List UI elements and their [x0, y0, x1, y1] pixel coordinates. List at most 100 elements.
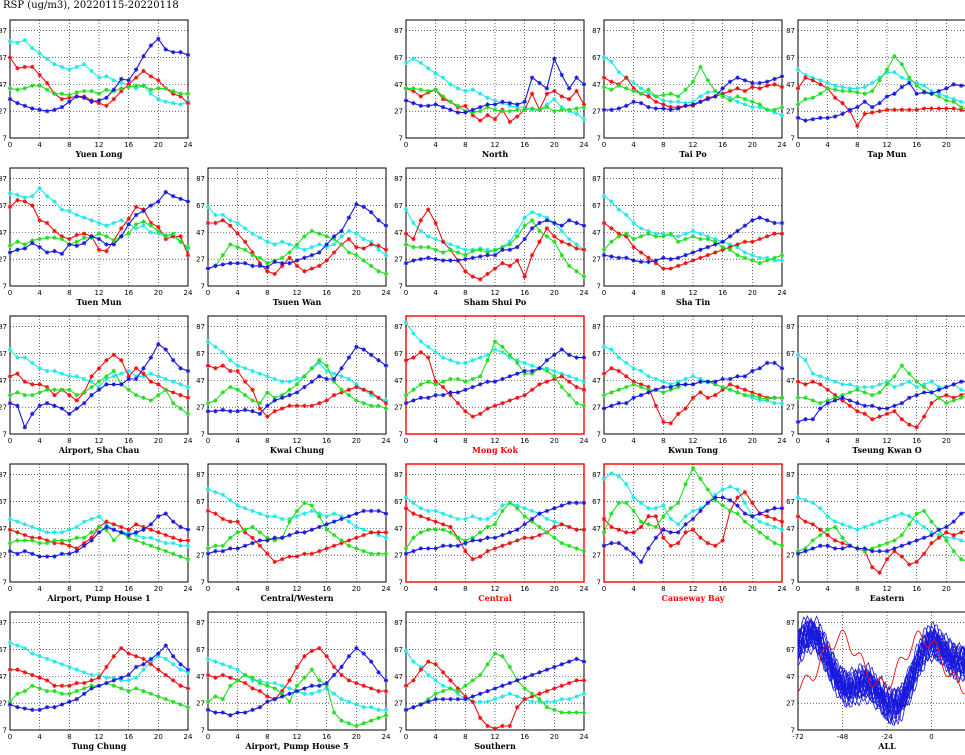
- data-point: [675, 106, 681, 111]
- data-point: [213, 212, 218, 218]
- data-point: [178, 91, 183, 96]
- data-point: [242, 506, 248, 511]
- data-point: [653, 99, 659, 104]
- y-tick-label: 47: [0, 377, 7, 385]
- data-point: [44, 540, 50, 546]
- data-point: [133, 67, 139, 72]
- data-point: [15, 667, 20, 672]
- data-point: [616, 400, 622, 406]
- data-point: [141, 688, 146, 694]
- data-point: [936, 106, 942, 111]
- data-point: [228, 409, 233, 414]
- y-tick-label: 47: [196, 229, 205, 237]
- data-point: [119, 675, 124, 680]
- data-point: [426, 508, 431, 514]
- data-point: [899, 417, 905, 422]
- data-point: [156, 96, 161, 102]
- data-point: [67, 208, 72, 214]
- data-point: [537, 670, 542, 675]
- data-point: [559, 683, 564, 688]
- y-tick-label: 87: [196, 323, 205, 331]
- data-point: [485, 113, 490, 118]
- data-point: [30, 45, 35, 51]
- data-point: [566, 379, 572, 384]
- data-point: [757, 236, 762, 242]
- data-point: [653, 261, 659, 266]
- data-point: [403, 683, 409, 688]
- data-point: [111, 87, 117, 92]
- data-point: [690, 234, 696, 239]
- data-point: [757, 255, 762, 261]
- data-point: [500, 508, 505, 514]
- y-tick-label: 27: [592, 256, 601, 264]
- data-point: [126, 535, 131, 540]
- data-point: [279, 406, 285, 411]
- data-point: [869, 546, 875, 551]
- data-point: [418, 103, 424, 109]
- data-point: [403, 60, 409, 66]
- data-point: [559, 540, 564, 546]
- data-point: [698, 255, 703, 261]
- data-point: [544, 91, 550, 96]
- data-point: [242, 672, 248, 678]
- data-point: [22, 688, 28, 694]
- data-point: [713, 392, 718, 398]
- data-point: [601, 193, 607, 199]
- data-point: [742, 387, 748, 392]
- data-point: [148, 230, 154, 235]
- data-point: [213, 263, 218, 269]
- data-point: [426, 395, 431, 400]
- data-point: [37, 554, 42, 559]
- data-point: [624, 103, 629, 109]
- data-point: [559, 522, 564, 527]
- data-point: [294, 258, 300, 263]
- x-tick-label: 16: [520, 437, 529, 445]
- data-point: [735, 75, 740, 80]
- data-point: [757, 392, 762, 398]
- data-point: [279, 255, 285, 261]
- data-point: [515, 234, 520, 239]
- data-point: [426, 379, 431, 384]
- data-point: [574, 678, 579, 683]
- data-point: [433, 527, 438, 532]
- data-point: [339, 374, 344, 379]
- data-point: [899, 400, 905, 406]
- data-point: [133, 222, 139, 227]
- data-point: [220, 548, 226, 554]
- data-point: [653, 258, 659, 263]
- data-point: [7, 702, 13, 707]
- data-point: [507, 374, 513, 379]
- data-point: [958, 387, 964, 392]
- data-point: [818, 91, 823, 96]
- data-point: [133, 522, 139, 527]
- data-point: [433, 519, 438, 524]
- data-point: [742, 255, 748, 261]
- data-point: [30, 411, 35, 417]
- data-point: [455, 244, 461, 250]
- data-point: [426, 516, 431, 522]
- data-point: [376, 670, 381, 675]
- data-point: [818, 527, 823, 532]
- data-point: [426, 207, 431, 212]
- data-point: [638, 250, 644, 255]
- panel-frame: [603, 167, 783, 287]
- data-point: [361, 258, 366, 263]
- data-point: [690, 258, 696, 263]
- data-point: [44, 220, 50, 226]
- data-point: [104, 675, 109, 680]
- data-point: [713, 492, 718, 498]
- panel-title: Causeway Bay: [661, 593, 724, 603]
- data-point: [537, 532, 542, 538]
- data-point: [609, 524, 614, 530]
- data-point: [566, 236, 572, 242]
- data-point: [59, 96, 65, 102]
- data-point: [111, 368, 117, 374]
- data-point: [205, 400, 211, 406]
- data-point: [485, 247, 490, 252]
- data-point: [624, 75, 629, 80]
- data-point: [37, 675, 42, 680]
- data-point: [455, 688, 461, 694]
- data-point: [287, 403, 292, 409]
